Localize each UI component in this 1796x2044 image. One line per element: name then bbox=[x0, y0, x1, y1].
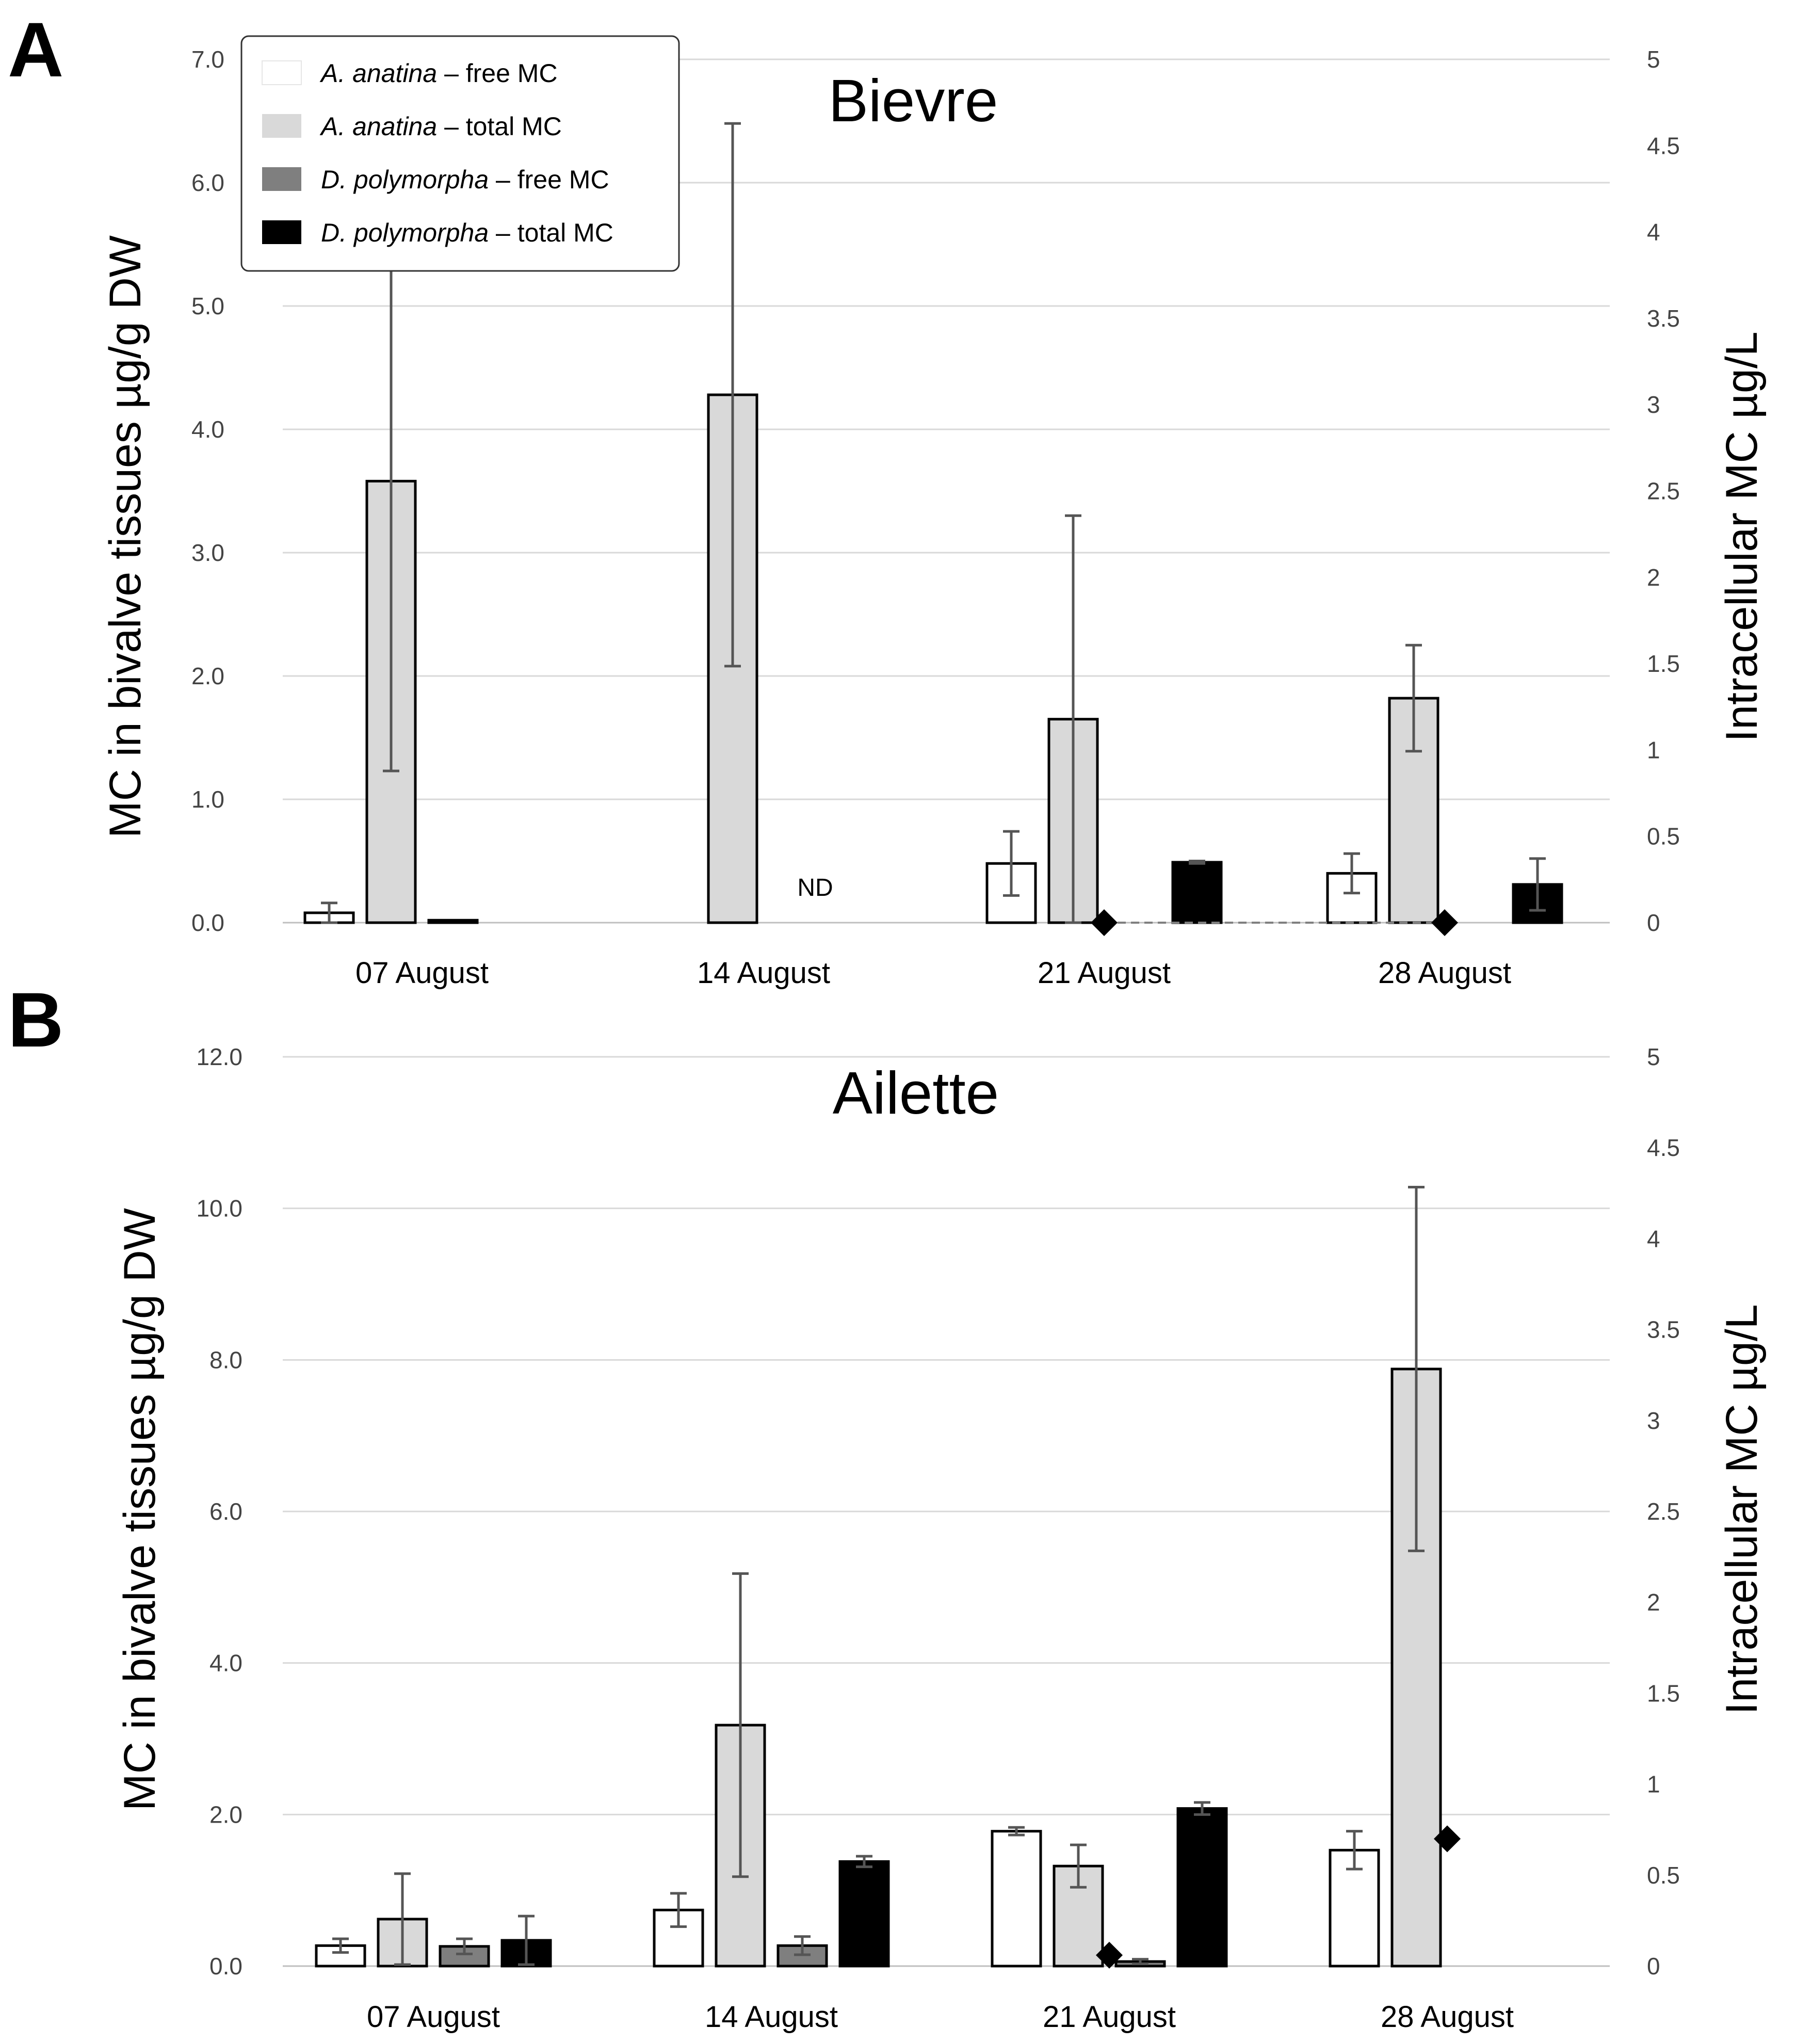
x-category-label: 14 August bbox=[697, 956, 830, 990]
intracellular-marker bbox=[1434, 1825, 1461, 1853]
y2-tick-label: 4.5 bbox=[1647, 132, 1680, 159]
legend-swatch-dp-total bbox=[262, 220, 301, 244]
legend-suffix-dp-total: – total MC bbox=[489, 218, 613, 247]
y2-tick-label: 3.5 bbox=[1647, 1316, 1680, 1343]
y2-tick-label: 4 bbox=[1647, 1225, 1660, 1252]
y2-tick-label: 3 bbox=[1647, 1407, 1660, 1434]
y2-tick-label: 4 bbox=[1647, 219, 1660, 246]
y-tick-label: 12.0 bbox=[196, 1043, 242, 1070]
intracellular-marker bbox=[1091, 909, 1118, 936]
y2-tick-label: 2.5 bbox=[1647, 1498, 1680, 1525]
legend: A. anatina – free MC A. anatina – total … bbox=[240, 35, 680, 272]
y2-tick-label: 2.5 bbox=[1647, 478, 1680, 505]
legend-suffix-aa-free: – free MC bbox=[437, 59, 557, 88]
y2-tick-label: 0.5 bbox=[1647, 823, 1680, 850]
y2-tick-label: 2 bbox=[1647, 1589, 1660, 1616]
bar-d-polymorpha-total-mc bbox=[838, 1860, 890, 1968]
y2-tick-label: 1.5 bbox=[1647, 650, 1680, 677]
panel-a: A Bievre MC in bivalve tissues µg/g DW I… bbox=[8, 6, 1767, 990]
y-tick-label: 8.0 bbox=[209, 1346, 242, 1373]
y-tick-label: 10.0 bbox=[196, 1195, 242, 1222]
chart-title-bievre: Bievre bbox=[829, 67, 998, 134]
legend-item-aa-total: A. anatina – total MC bbox=[262, 112, 562, 141]
y-axis-label: MC in bivalve tissues µg/g DW bbox=[101, 235, 150, 838]
panel-letter-a: A bbox=[8, 6, 63, 93]
legend-box bbox=[240, 35, 680, 272]
y-tick-label: 0.0 bbox=[191, 909, 224, 936]
chart-title-ailette: Ailette bbox=[833, 1059, 999, 1126]
x-category-label: 28 August bbox=[1378, 956, 1511, 990]
legend-swatch-dp-free bbox=[262, 167, 301, 191]
svg-text:A. anatina – total MC: A. anatina – total MC bbox=[319, 112, 562, 141]
intracellular-marker bbox=[1096, 1941, 1123, 1969]
y-tick-label: 6.0 bbox=[209, 1498, 242, 1525]
y-tick-label: 2.0 bbox=[191, 663, 224, 689]
y2-tick-label: 1 bbox=[1647, 736, 1660, 763]
y-tick-label: 5.0 bbox=[191, 293, 224, 319]
y2-tick-label: 0.5 bbox=[1647, 1862, 1680, 1889]
y2-axis-label: Intracellular MC µg/L bbox=[1717, 331, 1767, 742]
annotation-nd: ND bbox=[797, 874, 833, 902]
y-tick-label: 0.0 bbox=[209, 1953, 242, 1979]
y2-tick-label: 5 bbox=[1647, 46, 1660, 73]
y-tick-label: 1.0 bbox=[191, 786, 224, 813]
y-tick-label: 2.0 bbox=[209, 1801, 242, 1828]
x-category-label: 07 August bbox=[355, 956, 489, 990]
y-axis-label: MC in bivalve tissues µg/g DW bbox=[115, 1208, 165, 1811]
svg-text:D. polymorpha – free MC: D. polymorpha – free MC bbox=[321, 165, 609, 194]
x-category-label: 07 August bbox=[367, 2000, 500, 2034]
bar-d-polymorpha-total-mc bbox=[1176, 1807, 1228, 1968]
legend-species-aa-free: A. anatina bbox=[319, 59, 437, 88]
y-tick-label: 4.0 bbox=[191, 416, 224, 443]
y2-tick-label: 4.5 bbox=[1647, 1134, 1680, 1161]
y2-tick-label: 0 bbox=[1647, 909, 1660, 936]
y2-tick-label: 3.5 bbox=[1647, 305, 1680, 332]
legend-suffix-aa-total: – total MC bbox=[437, 112, 562, 141]
y-tick-label: 3.0 bbox=[191, 539, 224, 566]
legend-species-dp-total: D. polymorpha bbox=[321, 218, 489, 247]
y-tick-label: 7.0 bbox=[191, 46, 224, 73]
x-category-label: 28 August bbox=[1381, 2000, 1514, 2034]
y2-tick-label: 3 bbox=[1647, 391, 1660, 418]
legend-item-dp-free: D. polymorpha – free MC bbox=[262, 165, 609, 194]
y-tick-label: 6.0 bbox=[191, 169, 224, 196]
panel-letter-b: B bbox=[8, 976, 63, 1063]
bar-a-anatina-free-mc bbox=[991, 1830, 1042, 1968]
x-category-label: 14 August bbox=[705, 2000, 838, 2034]
legend-swatch-aa-free bbox=[262, 60, 302, 85]
plot-area-a: 0.0 1.0 2.0 3.0 4.0 5.0 6.0 7.0 0 0.5 1 1.5 2 2.5 3 3.5… bbox=[191, 46, 1680, 990]
legend-suffix-dp-free: – free MC bbox=[489, 165, 609, 194]
y2-tick-label: 2 bbox=[1647, 564, 1660, 591]
panel-b: B Ailette MC in bivalve tissues µg/g DW … bbox=[8, 976, 1767, 2034]
bar-d-polymorpha-total-mc bbox=[1171, 861, 1223, 924]
legend-swatch-aa-total bbox=[262, 114, 301, 138]
y2-tick-label: 1.5 bbox=[1647, 1680, 1680, 1707]
plot-area-b: 0.0 2.0 4.0 6.0 8.0 10.0 12.0 0 0.5 1 1.5 2 2.5 3 3.5 4… bbox=[196, 1043, 1679, 2034]
svg-text:D. polymorpha – total MC: D. polymorpha – total MC bbox=[321, 218, 613, 247]
y2-tick-label: 0 bbox=[1647, 1953, 1660, 1979]
legend-species-aa-total: A. anatina bbox=[319, 112, 437, 141]
svg-text:A. anatina – free MC: A. anatina – free MC bbox=[319, 59, 558, 88]
y-tick-label: 4.0 bbox=[209, 1650, 242, 1677]
x-category-label: 21 August bbox=[1043, 2000, 1176, 2034]
intracellular-marker bbox=[1431, 909, 1458, 936]
x-category-label: 21 August bbox=[1038, 956, 1171, 990]
y2-tick-label: 5 bbox=[1647, 1043, 1660, 1070]
legend-item-dp-total: D. polymorpha – total MC bbox=[262, 218, 613, 247]
y2-tick-label: 1 bbox=[1647, 1771, 1660, 1798]
legend-item-aa-free: A. anatina – free MC bbox=[262, 59, 558, 88]
bar-d-polymorpha-free-mc bbox=[427, 919, 479, 924]
legend-species-dp-free: D. polymorpha bbox=[321, 165, 489, 194]
y2-axis-label: Intracellular MC µg/L bbox=[1717, 1304, 1767, 1714]
